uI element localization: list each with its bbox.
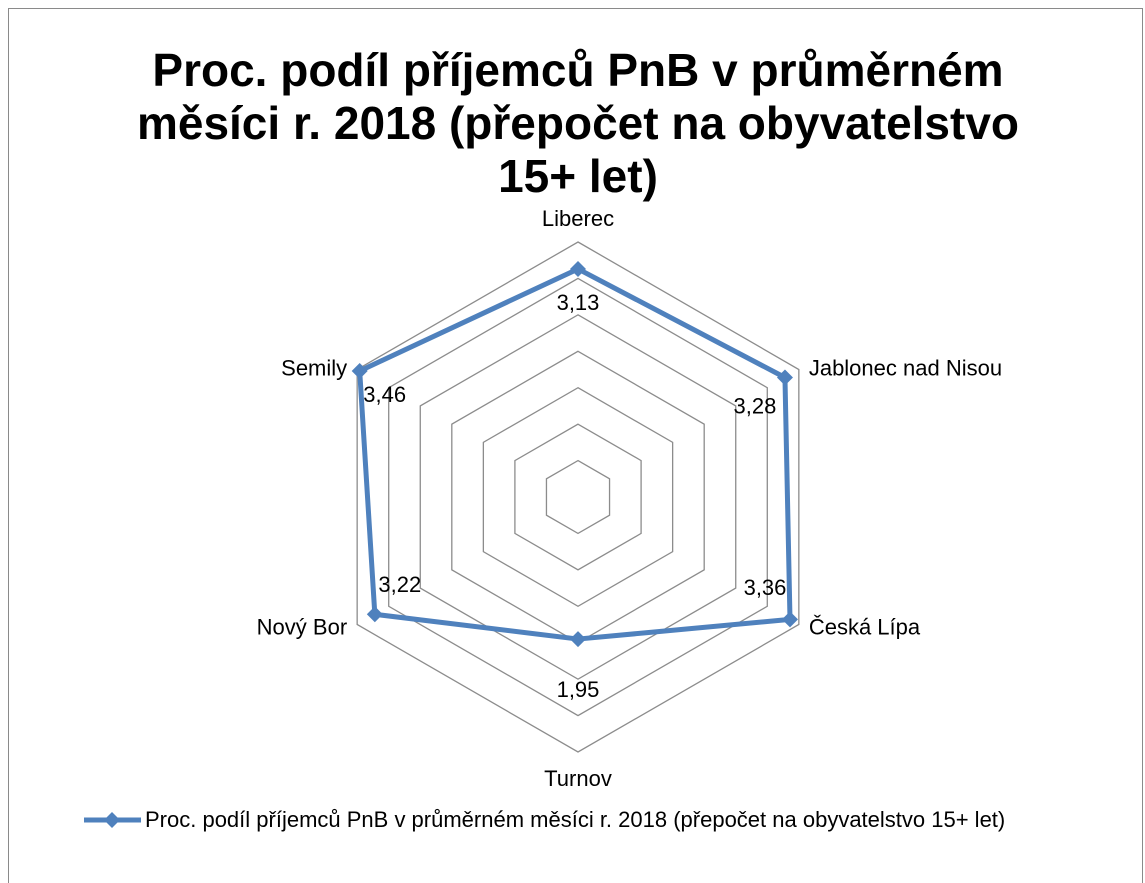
category-label: Turnov [544, 766, 612, 791]
data-point [366, 606, 383, 623]
legend-label: Proc. podíl příjemců PnB v průměrném měs… [145, 807, 1006, 832]
data-label: 3,28 [734, 393, 777, 418]
data-point [776, 369, 793, 386]
grid-ring [419, 314, 737, 680]
category-label: Semily [281, 355, 347, 380]
data-label: 3,22 [378, 572, 421, 597]
data-label: 3,46 [363, 382, 406, 407]
grid-ring [451, 350, 705, 644]
data-point [351, 362, 368, 379]
data-label: 3,36 [744, 575, 787, 600]
data-point [570, 631, 586, 648]
chart-frame [8, 8, 1143, 883]
category-label: Česká Lípa [809, 614, 921, 639]
legend-marker [104, 812, 120, 828]
category-label: Liberec [542, 206, 614, 231]
series-line [357, 266, 793, 642]
data-label: 3,13 [557, 290, 600, 315]
category-label: Nový Bor [257, 614, 347, 639]
category-label: Jablonec nad Nisou [809, 355, 1002, 380]
grid-ring [388, 277, 768, 717]
data-label: 1,95 [557, 677, 600, 702]
grid-ring [514, 423, 642, 571]
grid-ring [356, 241, 800, 753]
grid-ring [545, 459, 611, 535]
data-point [570, 260, 586, 277]
grid-ring [482, 386, 674, 608]
data-point [782, 611, 799, 628]
chart-title: Proc. podíl příjemců PnB v průměrném měs… [136, 44, 1020, 202]
